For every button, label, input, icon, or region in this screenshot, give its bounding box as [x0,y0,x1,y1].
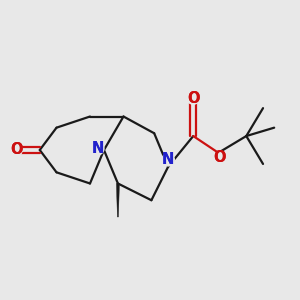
Circle shape [10,144,22,156]
Circle shape [214,152,226,164]
Text: N: N [162,152,174,167]
Text: O: O [187,91,200,106]
Text: N: N [92,141,104,156]
Text: O: O [214,150,226,165]
Circle shape [92,142,104,155]
Text: O: O [10,142,22,158]
Circle shape [162,154,174,166]
Text: O: O [187,91,200,106]
Polygon shape [116,184,119,217]
Circle shape [187,92,200,104]
Text: N: N [92,141,104,156]
Text: N: N [162,152,174,167]
Text: O: O [10,142,22,158]
Text: O: O [214,150,226,165]
